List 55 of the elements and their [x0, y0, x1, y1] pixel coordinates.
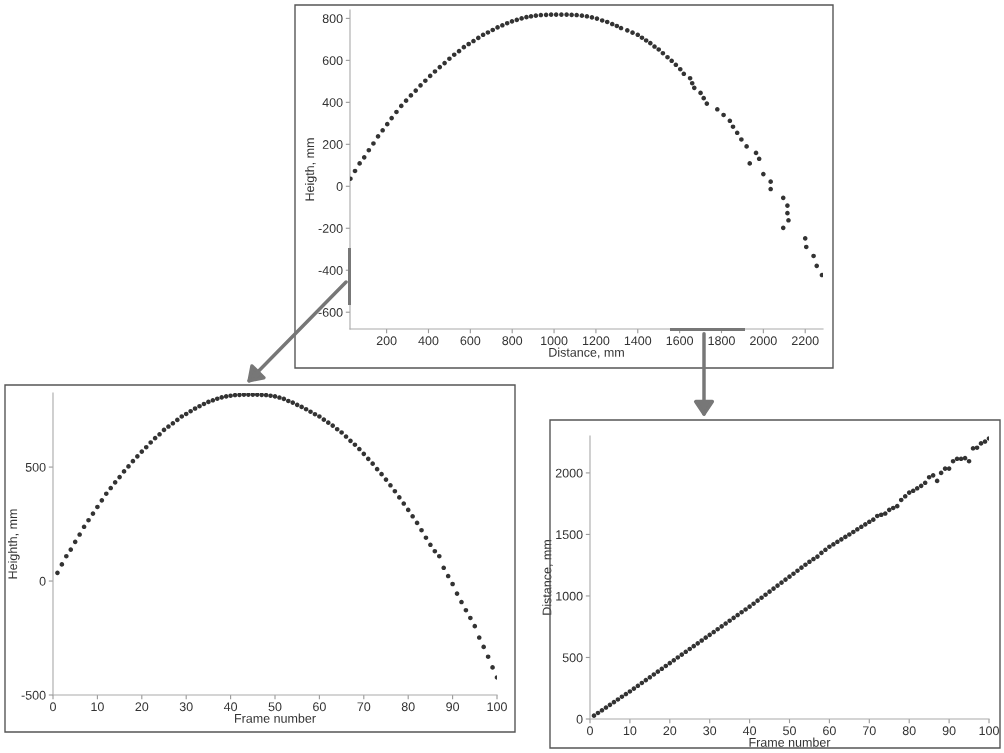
y-axis-title: Heigth, mm	[305, 138, 317, 201]
x-tick-label: 20	[663, 726, 677, 736]
x-tick-label: 80	[401, 702, 415, 712]
x-tick-label: 800	[502, 336, 523, 346]
x-tick-label: 50	[268, 702, 282, 712]
x-tick-label: 2000	[750, 336, 777, 346]
y-tick-label: 0	[39, 576, 46, 586]
x-tick-label: 0	[50, 702, 56, 712]
y-tick-label: 0	[336, 182, 343, 191]
x-tick-label: 100	[979, 726, 999, 736]
x-tick-label: 80	[902, 726, 916, 736]
y-tick-label: 200	[322, 140, 343, 149]
y-tick-label: 800	[322, 14, 343, 24]
x-tick-label: 1400	[624, 336, 652, 346]
x-tick-label: 70	[357, 702, 371, 712]
y-axis-title: Distance, mm	[542, 540, 553, 615]
x-tick-label: 40	[742, 726, 757, 736]
x-tick-label: 20	[135, 702, 149, 712]
x-tick-label: 10	[91, 702, 104, 712]
x-axis-title: Frame number	[749, 737, 831, 747]
x-axis-title: Distance, mm	[549, 347, 624, 359]
x-tick-label: 50	[783, 726, 796, 736]
y-tick-label: 500	[25, 462, 46, 472]
x-tick-label: 1200	[582, 336, 610, 346]
y-tick-label: 1000	[556, 591, 583, 601]
y-tick-label: 0	[576, 714, 583, 724]
x-tick-label: 1600	[666, 336, 694, 346]
y-tick-label: -600	[318, 308, 343, 317]
y-tick-label: 600	[322, 56, 343, 66]
y-axis-title: Heighth, mm	[8, 509, 20, 579]
x-tick-label: 30	[179, 702, 193, 712]
x-tick-label: 0	[587, 726, 593, 736]
x-tick-label: 90	[446, 702, 460, 712]
x-tick-label: 60	[313, 702, 326, 712]
y-tick-label: -500	[21, 690, 46, 700]
x-axis-title: Frame number	[235, 713, 316, 723]
x-tick-label: 10	[623, 726, 637, 736]
y-tick-label: 2000	[555, 468, 583, 478]
x-tick-label: 200	[376, 336, 397, 346]
x-tick-label: 60	[823, 726, 836, 736]
x-tick-label: 2200	[791, 336, 819, 346]
y-tick-label: -400	[318, 266, 343, 275]
y-tick-label: 400	[322, 98, 343, 107]
x-tick-label: 40	[223, 702, 238, 712]
x-tick-label: 100	[487, 702, 507, 712]
x-tick-label: 90	[942, 726, 956, 736]
y-tick-label: 500	[562, 653, 583, 663]
x-tick-label: 1000	[541, 336, 568, 346]
x-tick-label: 600	[460, 336, 481, 346]
x-tick-label: 70	[862, 726, 876, 736]
x-tick-label: 30	[703, 726, 717, 736]
y-tick-label: -200	[318, 224, 343, 233]
x-tick-label: 1800	[708, 336, 735, 346]
x-tick-label: 400	[418, 336, 439, 346]
y-tick-label: 1500	[556, 530, 583, 540]
